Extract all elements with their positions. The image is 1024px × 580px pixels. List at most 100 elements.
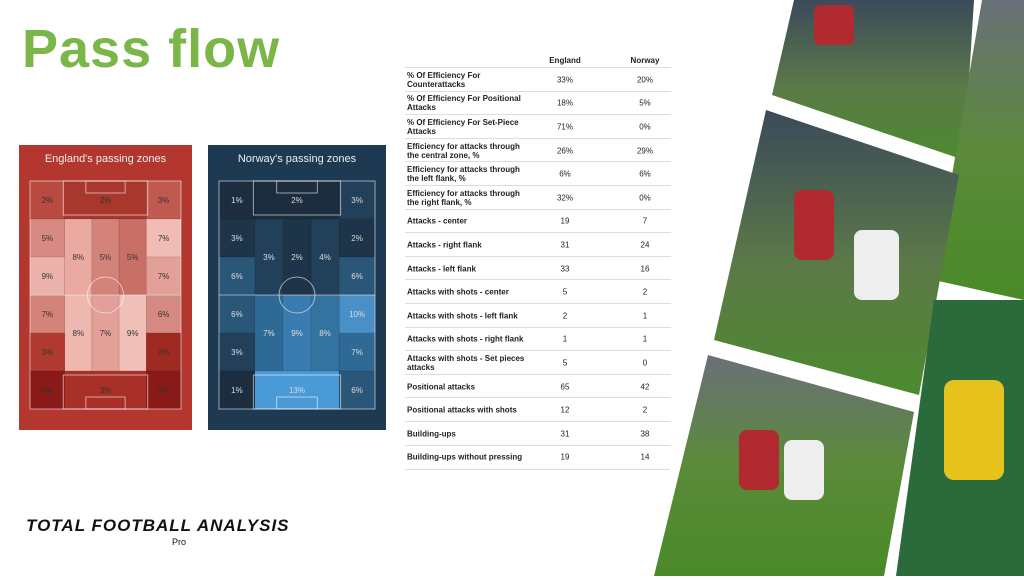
cell: 6% <box>559 169 571 179</box>
table-row: Attacks with shots - Set pieces attacks 5… <box>405 350 671 375</box>
zone <box>146 256 182 296</box>
player <box>739 430 779 490</box>
zone-label: 2% <box>42 196 54 205</box>
zone-label: 6% <box>351 386 363 395</box>
pitch-line <box>85 180 126 194</box>
row-label: Attacks - center <box>407 216 468 226</box>
zone-label: 8% <box>73 329 85 338</box>
zone-label: 7% <box>42 310 54 319</box>
row-label: Attacks with shots - center <box>407 287 509 297</box>
zone-label: 2% <box>100 196 112 205</box>
table-row: Attacks - left flank 33 16 <box>405 255 671 281</box>
cell: 18% <box>556 98 573 108</box>
table-row: % Of Efficiency For Positional Attacks 18… <box>405 90 671 116</box>
player <box>944 380 1004 480</box>
cell: 31 <box>560 429 570 439</box>
pitch-line <box>87 276 124 314</box>
cell: 33 <box>560 264 570 274</box>
table-row: Building-ups without pressing 19 14 <box>405 444 671 471</box>
zone <box>146 294 182 334</box>
zone <box>118 294 147 372</box>
zone <box>310 294 340 372</box>
cell: 20% <box>636 75 653 85</box>
cell: 1 <box>642 311 648 321</box>
zone-label: 13% <box>289 386 305 395</box>
zone-label: 7% <box>263 329 275 338</box>
table-row: % Of Efficiency For Counterattacks 33% 20% <box>405 67 671 92</box>
table-row: Attacks with shots - left flank 2 1 <box>405 303 671 328</box>
row-label: Positional attacks <box>407 382 476 392</box>
cell: 5 <box>562 358 568 368</box>
cell: 2 <box>562 311 568 321</box>
table-row: Efficiency for attacks through the centr… <box>405 137 671 163</box>
zone-label: 3% <box>100 386 112 395</box>
photo <box>714 110 959 395</box>
zone-label: 9% <box>42 272 54 281</box>
zone-label: 3% <box>158 196 170 205</box>
zone <box>282 218 312 296</box>
zone <box>29 332 65 372</box>
zone-label: 7% <box>351 348 363 357</box>
cell: 5 <box>562 287 568 297</box>
cell: 2 <box>642 405 648 415</box>
zone <box>338 332 376 372</box>
zone <box>64 294 93 372</box>
pitches: England's passing zones 2% 2% 3% 5% 7% 8% 5% 5% 9… <box>19 145 386 430</box>
zone <box>338 256 376 296</box>
cell: 24 <box>640 240 650 250</box>
cell: 6% <box>639 169 651 179</box>
zone-label: 5% <box>100 253 112 262</box>
player <box>854 230 899 300</box>
row-label: Attacks with shots - right flank <box>407 334 524 344</box>
row-label: Attacks with shots - left flank <box>407 311 518 321</box>
zone-label: 2% <box>351 234 363 243</box>
cell: 19 <box>560 216 570 226</box>
zone <box>91 294 120 372</box>
zone-label: 8% <box>319 329 331 338</box>
zone-label: 3% <box>42 348 54 357</box>
cell: 19 <box>560 452 570 462</box>
zone-label: 3% <box>231 348 243 357</box>
zone-label: 0% <box>42 386 54 395</box>
logo-sub: Pro <box>172 537 187 547</box>
zone-label: 2% <box>291 196 303 205</box>
zone <box>91 218 120 296</box>
table-row: % Of Efficiency For Set-Piece Attacks 71%… <box>405 114 671 139</box>
column-header: Norway <box>630 56 660 65</box>
zone <box>338 180 376 220</box>
cell: 71% <box>556 122 573 132</box>
zone <box>146 370 182 410</box>
row-label: Efficiency for attacks through the left … <box>407 165 520 184</box>
cell: 38 <box>640 429 650 439</box>
column-header: England <box>549 56 581 65</box>
table-row: Efficiency for attacks through the right… <box>405 185 671 210</box>
cell: 0% <box>639 193 651 203</box>
cell: 1 <box>642 334 648 344</box>
row-label: Efficiency for attacks through the right… <box>407 188 520 207</box>
cell: 1 <box>562 334 568 344</box>
cell: 65 <box>560 382 570 392</box>
pitch-line <box>276 180 318 194</box>
zone-label: 6% <box>351 272 363 281</box>
zone <box>146 180 182 220</box>
zone-label: 6% <box>231 310 243 319</box>
zone-label: 9% <box>291 329 303 338</box>
row-label: Building-ups <box>407 429 456 439</box>
zone <box>29 370 65 410</box>
zone-label: 8% <box>73 253 85 262</box>
row-label: Building-ups without pressing <box>407 452 523 462</box>
cell: 42 <box>640 382 650 392</box>
player <box>784 440 824 500</box>
row-label: Efficiency for attacks through the centr… <box>407 141 520 160</box>
photo-collage <box>644 0 1024 576</box>
cell: 5% <box>639 98 651 108</box>
zone <box>218 180 256 220</box>
table-row: Attacks - center 19 7 <box>405 208 671 234</box>
zone-label: 7% <box>158 272 170 281</box>
cell: 0 <box>642 358 648 368</box>
zone-label: 6% <box>231 272 243 281</box>
player <box>814 5 854 45</box>
zone-label: 10% <box>349 310 365 319</box>
zone-label: 5% <box>42 234 54 243</box>
